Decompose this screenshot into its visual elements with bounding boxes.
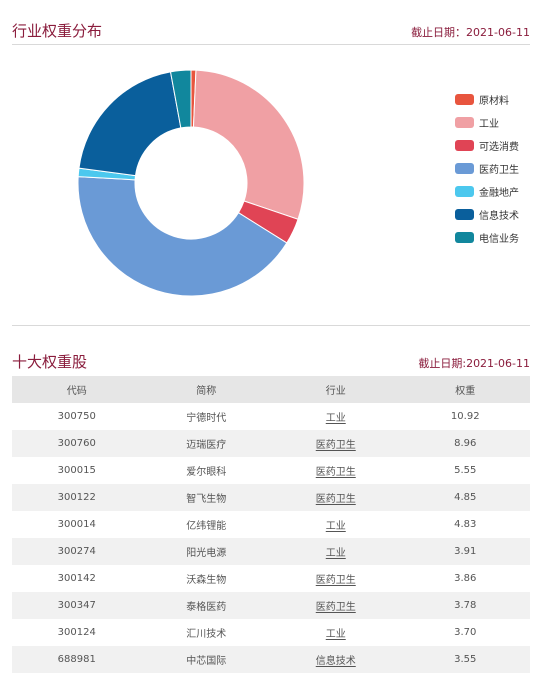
cell-code: 300122 <box>12 484 142 511</box>
cell-industry: 工业 <box>271 511 401 538</box>
legend-label: 可选消费 <box>479 142 519 153</box>
cell-name: 中芯国际 <box>141 646 271 673</box>
legend-swatch <box>455 117 474 128</box>
table-row: 300274 阳光电源 工业 3.91 <box>12 538 530 565</box>
cell-weight: 10.92 <box>450 411 480 422</box>
industry-label: 工业 <box>325 548 346 559</box>
industry-label: 医药卫生 <box>315 467 356 478</box>
donut-slice-6 <box>78 71 182 177</box>
cell-code: 300750 <box>57 411 96 422</box>
industry-label: 工业 <box>325 521 346 532</box>
cell-industry: 医药卫生 <box>271 592 401 619</box>
cell-weight: 3.78 <box>400 592 530 619</box>
donut-slice-2 <box>192 69 305 220</box>
legend-item: 原材料 <box>455 93 519 107</box>
legend-item: 医药卫生 <box>455 162 519 176</box>
cell-weight: 3.86 <box>454 573 477 584</box>
legend-item: 电信业务 <box>455 231 519 245</box>
cell-code: 300274 <box>12 538 142 565</box>
cell-weight: 8.96 <box>400 430 530 457</box>
cell-industry: 医药卫生 <box>271 565 401 592</box>
cell-code: 300015 <box>57 465 96 476</box>
table-row: 300347 泰格医药 医药卫生 3.78 <box>12 592 530 619</box>
cell-weight: 3.55 <box>400 646 530 673</box>
header-code: 代码 <box>12 376 142 403</box>
cell-industry: 医药卫生 <box>271 457 401 484</box>
industry-label: 医药卫生 <box>315 494 356 505</box>
legend-item: 信息技术 <box>455 208 519 222</box>
cell-code: 300347 <box>12 592 142 619</box>
cell-weight: 5.55 <box>454 465 477 476</box>
legend-item: 可选消费 <box>455 139 519 153</box>
cell-name: 智飞生物 <box>141 484 271 511</box>
chart-legend: 原材料工业可选消费医药卫生金融地产信息技术电信业务 <box>455 93 519 254</box>
header-industry: 行业 <box>271 376 401 403</box>
industry-label: 医药卫生 <box>315 575 356 586</box>
top-holdings-title: 十大权重股 <box>12 353 88 371</box>
table-header-row: 代码 简称 行业 权重 <box>12 376 530 403</box>
industry-weight-title: 行业权重分布 <box>12 22 103 40</box>
legend-item: 工业 <box>455 116 519 130</box>
cell-name: 迈瑞医疗 <box>141 430 271 457</box>
industry-donut-chart <box>77 69 305 297</box>
table-row: 300760 迈瑞医疗 医药卫生 8.96 <box>12 430 530 457</box>
legend-swatch <box>455 163 474 174</box>
cell-weight: 4.85 <box>400 484 530 511</box>
cell-industry: 医药卫生 <box>271 484 401 511</box>
cell-code: 688981 <box>12 646 142 673</box>
legend-label: 电信业务 <box>479 234 519 245</box>
table-row: 300750 宁德时代 工业 10.92 <box>12 403 530 430</box>
legend-swatch <box>455 186 474 197</box>
table-row: 300014 亿纬锂能 工业 4.83 <box>12 511 530 538</box>
cell-industry: 工业 <box>271 538 401 565</box>
legend-item: 金融地产 <box>455 185 519 199</box>
cell-code: 300760 <box>12 430 142 457</box>
table-row: 300122 智飞生物 医药卫生 4.85 <box>12 484 530 511</box>
legend-swatch <box>455 232 474 243</box>
legend-label: 医药卫生 <box>479 165 519 176</box>
legend-swatch <box>455 209 474 220</box>
cell-code: 300124 <box>57 627 96 638</box>
table-row: 688981 中芯国际 信息技术 3.55 <box>12 646 530 673</box>
industry-weight-date: 截止日期：2021-06-11 <box>411 26 530 39</box>
cell-name: 爱尔眼科 <box>186 467 227 478</box>
top-holdings-table: 代码 简称 行业 权重 300750 宁德时代 工业 10.92 300760 迈瑞医疗… <box>12 376 530 673</box>
cell-name: 泰格医药 <box>141 592 271 619</box>
table-row: 300142 沃森生物 医药卫生 3.86 <box>12 565 530 592</box>
donut-slice-4 <box>77 176 288 297</box>
cell-industry: 医药卫生 <box>271 430 401 457</box>
table-row: 300124 汇川技术 工业 3.70 <box>12 619 530 646</box>
header-weight: 权重 <box>400 376 530 403</box>
cell-name: 宁德时代 <box>186 413 227 424</box>
header-name: 简称 <box>141 376 271 403</box>
industry-label: 医药卫生 <box>315 602 356 613</box>
legend-label: 原材料 <box>479 96 509 107</box>
industry-label: 医药卫生 <box>315 440 356 451</box>
cell-industry: 工业 <box>271 619 401 646</box>
cell-code: 300014 <box>57 519 96 530</box>
legend-label: 工业 <box>479 119 499 130</box>
cell-industry: 工业 <box>271 403 401 430</box>
cell-weight: 3.91 <box>400 538 530 565</box>
cell-code: 300142 <box>57 573 96 584</box>
table-row: 300015 爱尔眼科 医药卫生 5.55 <box>12 457 530 484</box>
cell-weight: 3.70 <box>454 627 477 638</box>
cell-name: 汇川技术 <box>186 629 227 640</box>
legend-label: 金融地产 <box>479 188 519 199</box>
cell-weight: 4.83 <box>454 519 477 530</box>
cell-name: 亿纬锂能 <box>186 521 227 532</box>
legend-swatch <box>455 140 474 151</box>
top-holdings-date: 截止日期:2021-06-11 <box>418 357 530 370</box>
cell-industry: 信息技术 <box>271 646 401 673</box>
industry-label: 工业 <box>325 629 346 640</box>
legend-label: 信息技术 <box>479 211 519 222</box>
cell-name: 阳光电源 <box>141 538 271 565</box>
cell-name: 沃森生物 <box>186 575 227 586</box>
legend-swatch <box>455 94 474 105</box>
divider <box>12 325 530 326</box>
divider <box>12 44 530 45</box>
industry-label: 工业 <box>325 413 346 424</box>
industry-label: 信息技术 <box>315 656 356 667</box>
donut-slice-7 <box>169 69 192 129</box>
